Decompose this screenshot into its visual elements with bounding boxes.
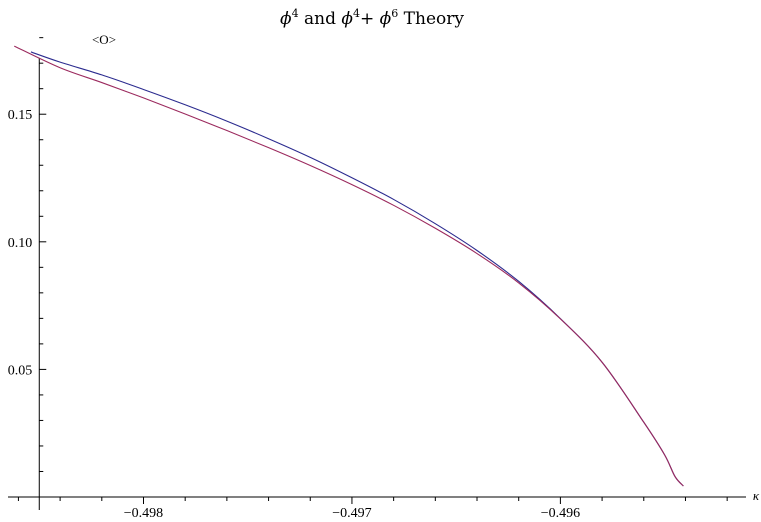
tick-labels: −0.498 −0.497 −0.496 0.05 0.10 0.15 <box>8 108 580 521</box>
x-tick-label: −0.498 <box>124 506 163 521</box>
chart-title: ϕ4 and ϕ4+ ϕ6 Theory <box>280 7 464 29</box>
x-axis-label: κ <box>753 488 760 503</box>
series-line-2 <box>14 45 684 487</box>
y-tick-label: 0.15 <box>8 108 33 123</box>
y-tick-label: 0.05 <box>8 363 33 378</box>
y-tick-label: 0.10 <box>8 236 33 251</box>
x-tick-label: −0.496 <box>541 506 580 521</box>
y-axis-label: <O> <box>92 32 116 47</box>
series-line-1 <box>30 51 684 487</box>
x-tick-label: −0.497 <box>332 506 371 521</box>
axis-ticks <box>17 37 728 504</box>
series-layer <box>14 45 684 487</box>
